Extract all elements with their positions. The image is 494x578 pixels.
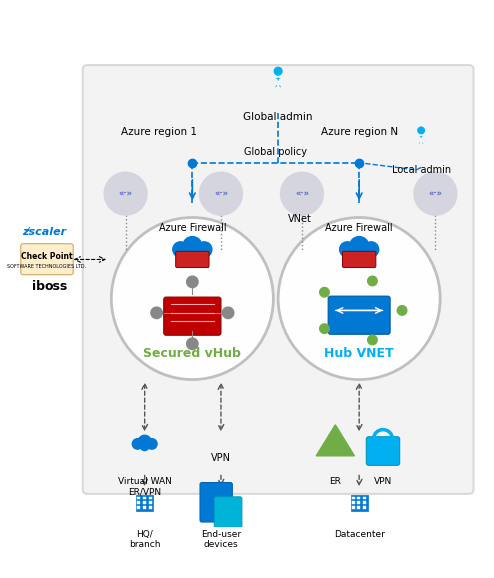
- Circle shape: [414, 172, 457, 215]
- FancyBboxPatch shape: [363, 497, 366, 499]
- FancyArrowPatch shape: [276, 86, 277, 87]
- Text: SOFTWARE TECHNOLOGIES LTD.: SOFTWARE TECHNOLOGIES LTD.: [7, 264, 86, 269]
- Text: oss: oss: [44, 280, 68, 293]
- Circle shape: [200, 172, 243, 215]
- FancyBboxPatch shape: [358, 501, 360, 504]
- Text: ER: ER: [329, 477, 341, 486]
- FancyBboxPatch shape: [21, 244, 73, 275]
- FancyBboxPatch shape: [164, 297, 221, 335]
- Circle shape: [278, 217, 440, 380]
- FancyBboxPatch shape: [214, 497, 242, 532]
- FancyBboxPatch shape: [136, 495, 153, 511]
- Circle shape: [339, 242, 355, 257]
- Text: «·»: «·»: [119, 189, 132, 198]
- Text: Global policy: Global policy: [244, 147, 307, 157]
- Text: VPN: VPN: [211, 453, 231, 464]
- FancyBboxPatch shape: [352, 497, 355, 499]
- Circle shape: [397, 306, 407, 315]
- FancyBboxPatch shape: [328, 296, 390, 334]
- Text: «·»: «·»: [428, 189, 443, 198]
- FancyBboxPatch shape: [149, 501, 152, 504]
- Circle shape: [418, 127, 424, 134]
- Text: ✓: ✓: [24, 225, 32, 235]
- Circle shape: [185, 250, 200, 264]
- Circle shape: [111, 217, 273, 380]
- FancyBboxPatch shape: [352, 501, 355, 504]
- FancyBboxPatch shape: [143, 497, 146, 499]
- Text: Local admin: Local admin: [392, 165, 451, 175]
- FancyBboxPatch shape: [358, 506, 360, 509]
- Text: Hub VNET: Hub VNET: [325, 347, 394, 360]
- Circle shape: [274, 67, 282, 75]
- Text: «·»: «·»: [214, 189, 228, 198]
- FancyBboxPatch shape: [82, 65, 474, 494]
- Text: Azure region N: Azure region N: [321, 127, 398, 137]
- Circle shape: [197, 242, 212, 257]
- FancyArrowPatch shape: [280, 86, 281, 87]
- FancyBboxPatch shape: [137, 501, 140, 504]
- FancyBboxPatch shape: [149, 497, 152, 499]
- Text: Azure region 1: Azure region 1: [121, 127, 197, 137]
- Text: VNet: VNet: [288, 214, 312, 224]
- Circle shape: [104, 172, 147, 215]
- Text: HQ/
branch: HQ/ branch: [129, 529, 161, 549]
- Circle shape: [151, 307, 163, 318]
- Text: ib: ib: [32, 280, 44, 293]
- FancyBboxPatch shape: [176, 251, 209, 268]
- Polygon shape: [316, 425, 354, 456]
- Text: Azure Firewall: Azure Firewall: [159, 223, 226, 233]
- Circle shape: [364, 242, 379, 257]
- Circle shape: [281, 172, 324, 215]
- FancyBboxPatch shape: [342, 251, 376, 268]
- Circle shape: [187, 276, 198, 288]
- Circle shape: [352, 250, 367, 264]
- Text: Datacenter: Datacenter: [334, 529, 385, 539]
- Text: Virtual WAN
ER/VPN: Virtual WAN ER/VPN: [118, 477, 171, 497]
- Circle shape: [320, 287, 329, 297]
- Text: Global admin: Global admin: [244, 112, 313, 122]
- FancyBboxPatch shape: [363, 501, 366, 504]
- Circle shape: [320, 324, 329, 334]
- Text: Secured vHub: Secured vHub: [143, 347, 241, 360]
- Circle shape: [368, 276, 377, 286]
- Circle shape: [138, 435, 151, 449]
- FancyBboxPatch shape: [137, 506, 140, 509]
- Circle shape: [368, 335, 377, 344]
- Text: Check Point: Check Point: [21, 252, 73, 261]
- FancyBboxPatch shape: [143, 501, 146, 504]
- FancyBboxPatch shape: [149, 506, 152, 509]
- Text: «·»: «·»: [295, 189, 309, 198]
- FancyBboxPatch shape: [363, 506, 366, 509]
- Text: Azure Firewall: Azure Firewall: [326, 223, 393, 233]
- FancyBboxPatch shape: [200, 483, 232, 522]
- FancyBboxPatch shape: [367, 437, 400, 465]
- Circle shape: [147, 439, 157, 449]
- Circle shape: [140, 442, 149, 451]
- Circle shape: [350, 236, 369, 255]
- Circle shape: [183, 236, 202, 255]
- FancyBboxPatch shape: [143, 506, 146, 509]
- Circle shape: [173, 242, 188, 257]
- Circle shape: [187, 338, 198, 350]
- FancyBboxPatch shape: [351, 495, 368, 511]
- Circle shape: [222, 307, 234, 318]
- Text: zscaler: zscaler: [23, 227, 67, 237]
- Text: End-user
devices: End-user devices: [201, 529, 241, 549]
- FancyBboxPatch shape: [137, 497, 140, 499]
- FancyBboxPatch shape: [358, 497, 360, 499]
- Circle shape: [132, 439, 143, 449]
- Text: VPN: VPN: [374, 477, 392, 486]
- FancyBboxPatch shape: [352, 506, 355, 509]
